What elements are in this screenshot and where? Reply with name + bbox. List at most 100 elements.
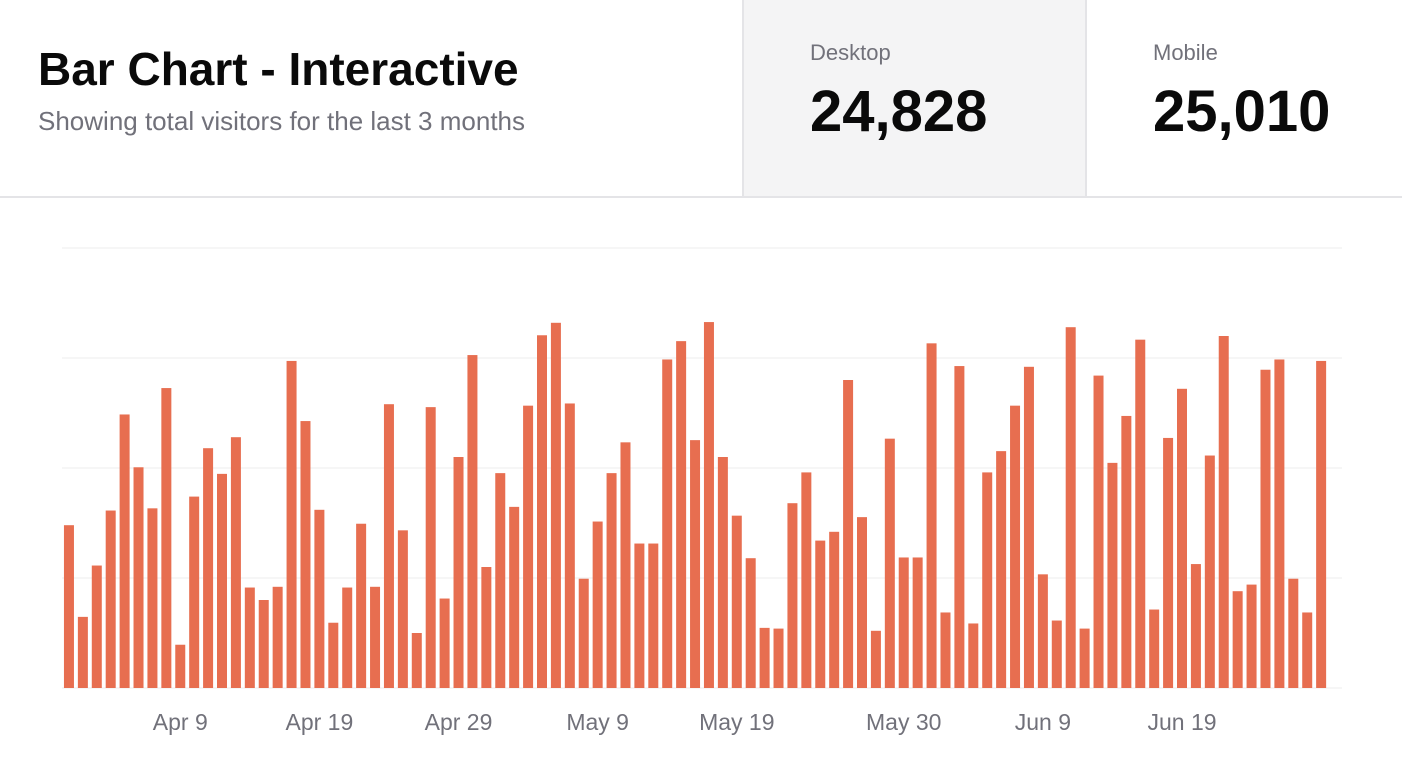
x-tick-label: Apr 9 [153, 709, 208, 735]
stat-value: 24,828 [810, 79, 988, 144]
mobile-toggle[interactable]: Mobile 25,010 [1085, 0, 1402, 196]
bar [564, 403, 575, 688]
bar [717, 457, 728, 688]
bar [690, 440, 701, 688]
bar [1218, 336, 1229, 688]
x-tick-label: May 30 [866, 709, 941, 735]
bar [1177, 388, 1187, 688]
bar [105, 510, 116, 688]
bar [592, 521, 603, 688]
bar [857, 517, 867, 688]
bar [1260, 369, 1271, 688]
titles: Bar Chart - Interactive Showing total vi… [0, 0, 742, 196]
bar [606, 473, 617, 688]
bar [258, 600, 269, 688]
bar [411, 633, 422, 688]
bar [1135, 339, 1146, 688]
bar [648, 543, 659, 688]
bar [1037, 574, 1048, 688]
title: Bar Chart - Interactive [38, 43, 519, 95]
stat-value: 25,010 [1153, 79, 1331, 144]
x-tick-label: May 9 [566, 709, 629, 735]
bar [1204, 455, 1215, 688]
bar [1190, 564, 1201, 688]
bar [523, 405, 534, 688]
bar [1274, 359, 1285, 688]
bar [843, 380, 854, 688]
bar [1107, 462, 1118, 688]
subtitle: Showing total visitors for the last 3 mo… [38, 106, 526, 136]
bar [537, 335, 547, 688]
bar [397, 530, 408, 688]
bar [884, 438, 895, 688]
bar [1010, 405, 1021, 688]
bar [815, 540, 826, 688]
bar [898, 557, 909, 688]
bar [300, 421, 311, 688]
bar [328, 622, 339, 688]
bar [91, 565, 102, 688]
bar [1051, 620, 1062, 688]
bar [161, 388, 172, 688]
x-tick-label: Jun 9 [1015, 709, 1071, 735]
bar [1246, 584, 1257, 688]
bar [954, 366, 965, 688]
bar [495, 473, 506, 688]
bar [1316, 360, 1327, 688]
bar [425, 407, 436, 688]
bar [1149, 609, 1160, 688]
bar [620, 442, 631, 688]
bar [481, 567, 492, 688]
bar [244, 587, 255, 688]
bar [759, 627, 770, 688]
card-header: Bar Chart - Interactive Showing total vi… [0, 0, 1402, 198]
bar [1302, 612, 1313, 688]
bar [662, 359, 673, 688]
bar [342, 587, 353, 688]
bar [230, 437, 241, 688]
bar [356, 523, 367, 688]
bar [745, 558, 756, 688]
bar [787, 503, 798, 688]
x-tick-label: May 19 [699, 709, 774, 735]
stat-label: Desktop [810, 40, 891, 65]
bar [829, 531, 840, 688]
bar [578, 578, 589, 688]
bar [383, 404, 394, 688]
bar [509, 506, 520, 688]
bar [1288, 578, 1299, 688]
bar [982, 472, 993, 688]
desktop-toggle[interactable]: Desktop 24,828 [742, 0, 1085, 196]
bar [370, 586, 381, 688]
bar [1079, 628, 1090, 688]
bar [133, 467, 144, 688]
bar [439, 598, 450, 688]
bar [940, 612, 951, 688]
bar [996, 451, 1007, 688]
x-tick-label: Apr 19 [286, 709, 354, 735]
bar [77, 616, 88, 688]
bar [968, 623, 979, 688]
bar [801, 472, 812, 688]
bar [1232, 591, 1243, 688]
bar [119, 414, 130, 688]
bar [634, 543, 645, 688]
bar [467, 355, 478, 688]
bar [1093, 375, 1104, 688]
bar [314, 509, 325, 688]
bar [1163, 437, 1174, 688]
bar [272, 586, 283, 688]
bar [286, 360, 297, 688]
bar [1121, 415, 1132, 688]
bar [926, 343, 937, 688]
bar [870, 630, 881, 688]
stat-label: Mobile [1153, 40, 1218, 65]
bar [189, 496, 200, 688]
chart: Apr 9 Apr 19 Apr 29 May 9 May 19 May 30 Jun 9 J… [62, 247, 1342, 735]
bar [1023, 366, 1034, 688]
bar [676, 341, 687, 688]
bar [912, 557, 923, 688]
bar [550, 322, 561, 688]
x-tick-label: Apr 29 [425, 709, 493, 735]
